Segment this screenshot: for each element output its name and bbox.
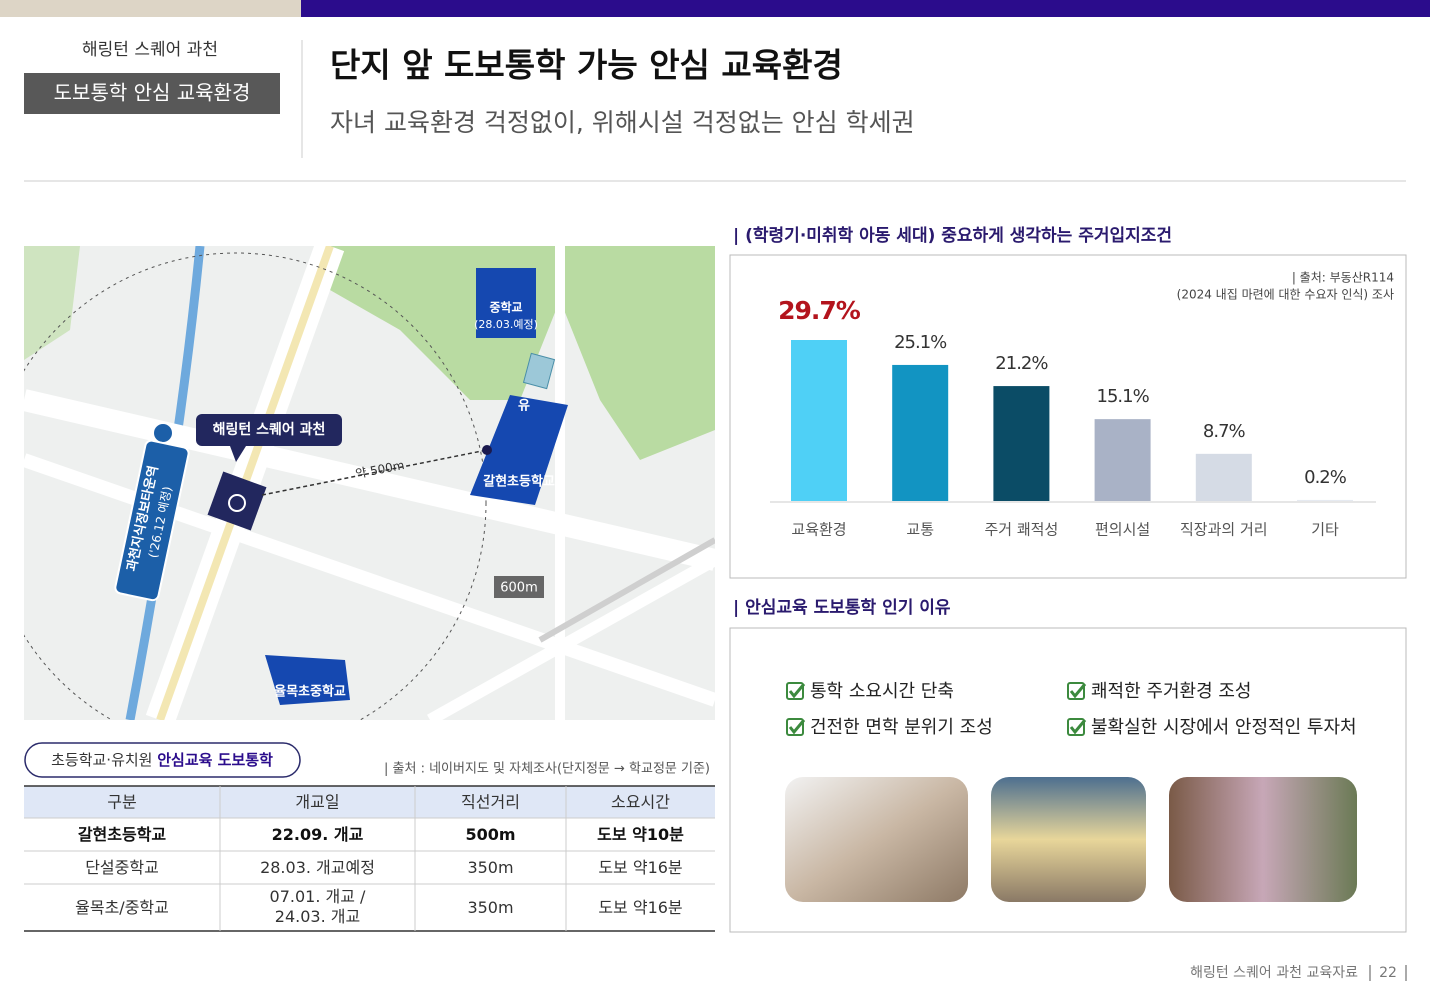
value-label: 21.2% [995,353,1048,374]
table-cell: 22.09. 개교 [272,825,364,844]
check-icon [1067,682,1085,700]
bar [1195,453,1252,501]
value-label: 15.1% [1097,386,1150,407]
badge-text: 도보통학 안심 교육환경 [54,81,251,105]
bar-chart: 29.7% 교육환경 25.1% 교통 21.2% 주거 쾌적성 15.1% 편의시설 8.7%… [778,296,1353,539]
table-cell: 갈현초등학교 [78,825,167,844]
tag-prefix: 초등학교·유치원 [51,751,157,769]
check-mark [788,719,806,735]
table-cell: 500m [465,825,515,844]
check-icon [1067,718,1085,736]
table-cell: 350m [467,858,513,877]
table-header: 소요시간 [611,793,670,812]
bar [1094,419,1151,501]
radius-tag [494,576,544,598]
table-cell: 28.03. 개교예정 [260,858,375,877]
category-label: 교육환경 [791,521,846,539]
chart-source-note: (2024 내집 마련에 대한 수요자 인식) 조사 [1177,288,1394,302]
table-source: | 출처 : 네이버지도 및 자체조사(단지정문 → 학교정문 기준) [384,762,710,777]
category-label: 직장과의 거리 [1180,521,1268,539]
table-header: 개교일 [295,793,339,812]
check-mark [1069,719,1087,735]
map-label: 갈현초등학교 [483,474,555,490]
title: 단지 앞 도보통학 가능 안심 교육환경 [330,46,843,85]
value-label: 29.7% [778,296,861,325]
top-bar-right [301,0,1430,17]
top-bar-left [0,0,301,17]
table-header: 직선거리 [461,793,520,812]
bar [892,364,949,501]
photo [785,777,968,902]
table-cell: 24.03. 개교 [275,907,360,926]
map: 중학교 (28.03.예정) 유 해링턴 스퀘어 과천 약 500m 갈현초등학… [24,246,715,720]
chart-title: | (학령기·미취학 아동 세대) 중요하게 생각하는 주거입지조건 [733,225,1172,246]
tag-highlight: 안심교육 도보통학 [157,751,273,769]
value-label: 25.1% [894,332,947,353]
photo [1169,777,1357,902]
subtitle: 자녀 교육환경 걱정없이, 위해시설 걱정없는 안심 학세권 [330,108,915,137]
table-cell: 07.01. 개교 / [270,887,367,906]
value-label: 8.7% [1203,421,1246,442]
check-mark [1069,683,1087,699]
site-pin [196,414,342,446]
reasons-title: | 안심교육 도보통학 인기 이유 [733,598,951,618]
map-label: 율목초중학교 [274,684,346,700]
check-icon [786,718,804,736]
reason-item: 건전한 면학 분위기 조성 [810,717,993,738]
category-label: 편의시설 [1095,521,1150,539]
table-cell: 도보 약16분 [598,858,682,877]
bar [791,340,847,501]
table-cell: 단설중학교 [85,858,159,877]
table-tag-text: 초등학교·유치원 안심교육 도보통학 [51,751,273,769]
reason-item: 쾌적한 주거환경 조성 [1091,681,1251,702]
check-icon [786,682,804,700]
category-label: 기타 [1311,521,1339,539]
photos [785,777,1357,902]
bar [993,386,1050,501]
table-tag [24,742,301,778]
check-mark [788,683,806,699]
badge [24,73,280,114]
table-header: 구분 [107,793,136,812]
value-label: 0.2% [1304,467,1347,488]
map-label: 중학교 [489,300,522,315]
table-cell: 도보 약10분 [597,825,684,844]
photo [991,777,1146,902]
table-header-bg [24,786,715,818]
map-label: 유 [518,399,530,414]
table-cell: 350m [467,898,513,917]
category-label: 교통 [906,521,934,539]
station-tag: 과천지식정보타운역 ('26.12 예정) [114,439,190,602]
map-label: (28.03.예정) [474,318,538,331]
project-name: 해링턴 스퀘어 과천 [82,40,218,60]
reason-item: 통학 소요시간 단축 [810,681,954,702]
table-cell: 도보 약16분 [598,898,682,917]
reason-item: 불확실한 시장에서 안정적인 투자처 [1091,717,1357,738]
table-cell: 율목초/중학교 [75,898,169,917]
map-label: 600m [500,581,537,596]
site-pin-tip [230,446,246,462]
bar [1297,499,1353,501]
chart-source: | 출처: 부동산R114 [1292,271,1394,285]
page-number: 22 [1379,965,1397,981]
map-label: 해링턴 스퀘어 과천 [213,421,326,438]
category-label: 주거 쾌적성 [985,521,1059,539]
footer-text: 해링턴 스퀘어 과천 교육자료 [1190,965,1358,981]
